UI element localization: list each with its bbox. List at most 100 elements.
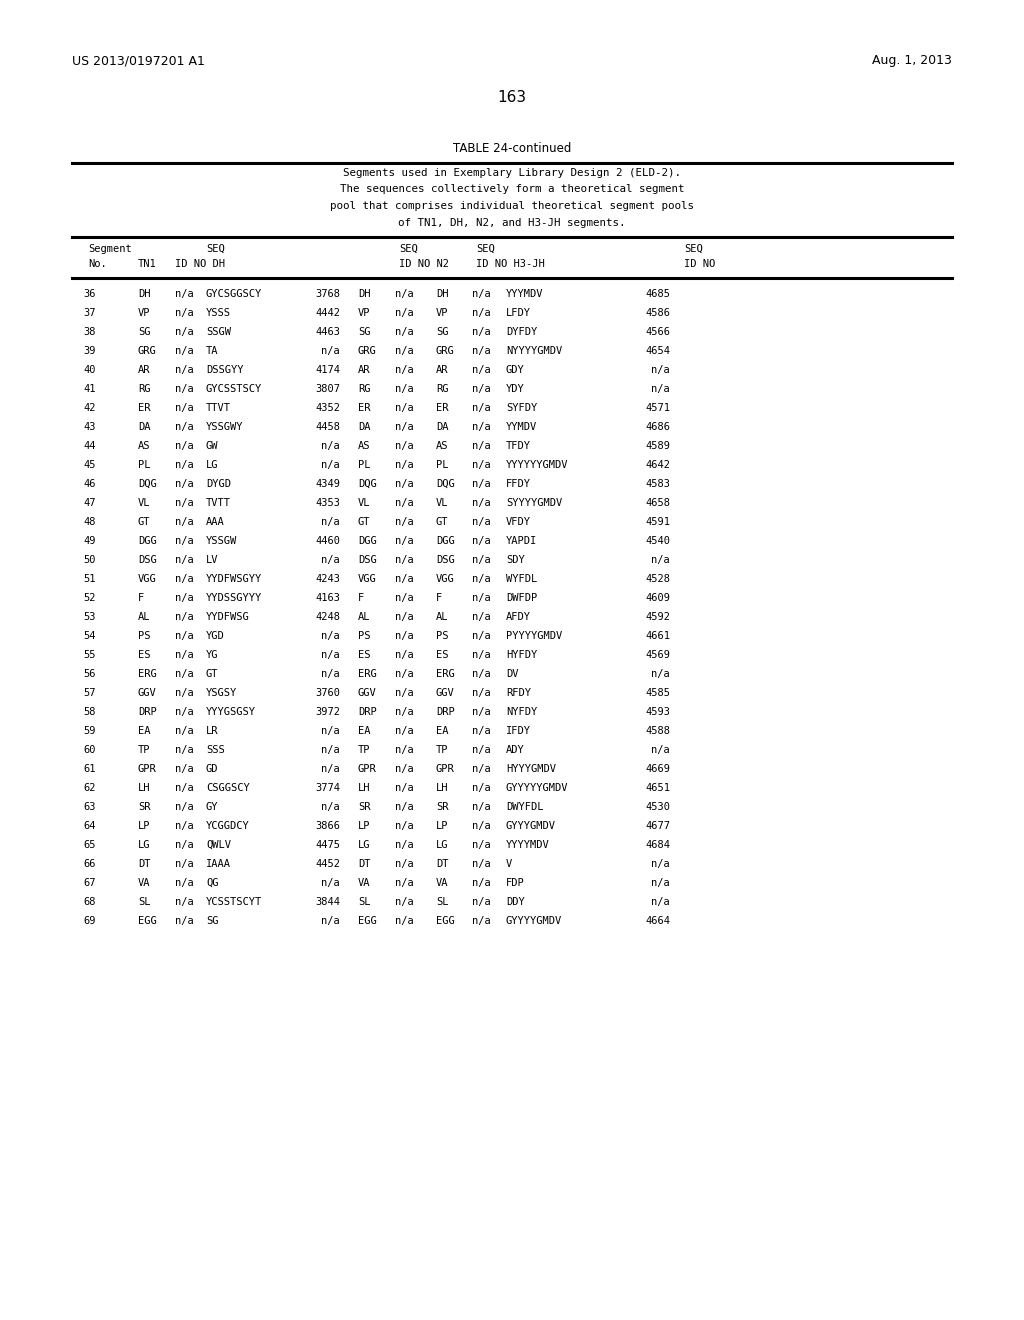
Text: n/a: n/a (395, 783, 414, 793)
Text: GDY: GDY (506, 366, 524, 375)
Text: n/a: n/a (175, 764, 194, 774)
Text: n/a: n/a (322, 649, 340, 660)
Text: n/a: n/a (395, 612, 414, 622)
Text: n/a: n/a (175, 422, 194, 432)
Text: pool that comprises individual theoretical segment pools: pool that comprises individual theoretic… (330, 201, 694, 211)
Text: n/a: n/a (472, 536, 490, 546)
Text: n/a: n/a (472, 631, 490, 642)
Text: VGG: VGG (436, 574, 455, 583)
Text: DSG: DSG (436, 554, 455, 565)
Text: SG: SG (206, 916, 218, 927)
Text: 4588: 4588 (645, 726, 670, 737)
Text: 4248: 4248 (315, 612, 340, 622)
Text: n/a: n/a (472, 384, 490, 393)
Text: n/a: n/a (472, 422, 490, 432)
Text: 4163: 4163 (315, 593, 340, 603)
Text: DA: DA (436, 422, 449, 432)
Text: n/a: n/a (175, 744, 194, 755)
Text: GPR: GPR (138, 764, 157, 774)
Text: n/a: n/a (395, 479, 414, 488)
Text: GT: GT (436, 517, 449, 527)
Text: RG: RG (138, 384, 151, 393)
Text: ID NO H3-JH: ID NO H3-JH (476, 259, 545, 269)
Text: DT: DT (436, 859, 449, 869)
Text: HYYYGMDV: HYYYGMDV (506, 764, 556, 774)
Text: 37: 37 (84, 308, 96, 318)
Text: n/a: n/a (395, 459, 414, 470)
Text: VL: VL (436, 498, 449, 508)
Text: n/a: n/a (395, 688, 414, 698)
Text: TP: TP (358, 744, 371, 755)
Text: PL: PL (436, 459, 449, 470)
Text: DV: DV (506, 669, 518, 678)
Text: AL: AL (436, 612, 449, 622)
Text: n/a: n/a (322, 517, 340, 527)
Text: n/a: n/a (175, 346, 194, 356)
Text: 4591: 4591 (645, 517, 670, 527)
Text: SDY: SDY (506, 554, 524, 565)
Text: GT: GT (358, 517, 371, 527)
Text: 4442: 4442 (315, 308, 340, 318)
Text: SL: SL (138, 898, 151, 907)
Text: 46: 46 (84, 479, 96, 488)
Text: GY: GY (206, 803, 218, 812)
Text: 41: 41 (84, 384, 96, 393)
Text: TTVT: TTVT (206, 403, 231, 413)
Text: VL: VL (358, 498, 371, 508)
Text: n/a: n/a (175, 916, 194, 927)
Text: n/a: n/a (322, 631, 340, 642)
Text: WYFDL: WYFDL (506, 574, 538, 583)
Text: n/a: n/a (395, 403, 414, 413)
Text: LG: LG (138, 840, 151, 850)
Text: AR: AR (358, 366, 371, 375)
Text: 4586: 4586 (645, 308, 670, 318)
Text: VP: VP (138, 308, 151, 318)
Text: EGG: EGG (358, 916, 377, 927)
Text: AR: AR (138, 366, 151, 375)
Text: n/a: n/a (472, 669, 490, 678)
Text: of TN1, DH, N2, and H3-JH segments.: of TN1, DH, N2, and H3-JH segments. (398, 218, 626, 227)
Text: QG: QG (206, 878, 218, 888)
Text: 3866: 3866 (315, 821, 340, 832)
Text: VA: VA (138, 878, 151, 888)
Text: VGG: VGG (358, 574, 377, 583)
Text: n/a: n/a (395, 554, 414, 565)
Text: GW: GW (206, 441, 218, 451)
Text: n/a: n/a (175, 726, 194, 737)
Text: n/a: n/a (322, 726, 340, 737)
Text: SG: SG (138, 327, 151, 337)
Text: SL: SL (436, 898, 449, 907)
Text: LG: LG (358, 840, 371, 850)
Text: LFDY: LFDY (506, 308, 531, 318)
Text: n/a: n/a (322, 441, 340, 451)
Text: NYFDY: NYFDY (506, 708, 538, 717)
Text: 53: 53 (84, 612, 96, 622)
Text: 52: 52 (84, 593, 96, 603)
Text: LG: LG (206, 459, 218, 470)
Text: n/a: n/a (472, 840, 490, 850)
Text: YDY: YDY (506, 384, 524, 393)
Text: 4352: 4352 (315, 403, 340, 413)
Text: AS: AS (436, 441, 449, 451)
Text: AAA: AAA (206, 517, 224, 527)
Text: n/a: n/a (175, 821, 194, 832)
Text: n/a: n/a (395, 308, 414, 318)
Text: DA: DA (358, 422, 371, 432)
Text: n/a: n/a (175, 441, 194, 451)
Text: EA: EA (436, 726, 449, 737)
Text: n/a: n/a (395, 346, 414, 356)
Text: n/a: n/a (175, 878, 194, 888)
Text: n/a: n/a (472, 726, 490, 737)
Text: Aug. 1, 2013: Aug. 1, 2013 (872, 54, 952, 67)
Text: 60: 60 (84, 744, 96, 755)
Text: n/a: n/a (175, 898, 194, 907)
Text: n/a: n/a (395, 878, 414, 888)
Text: LP: LP (138, 821, 151, 832)
Text: 50: 50 (84, 554, 96, 565)
Text: EA: EA (358, 726, 371, 737)
Text: LV: LV (206, 554, 218, 565)
Text: n/a: n/a (175, 783, 194, 793)
Text: LR: LR (206, 726, 218, 737)
Text: 57: 57 (84, 688, 96, 698)
Text: ERG: ERG (138, 669, 157, 678)
